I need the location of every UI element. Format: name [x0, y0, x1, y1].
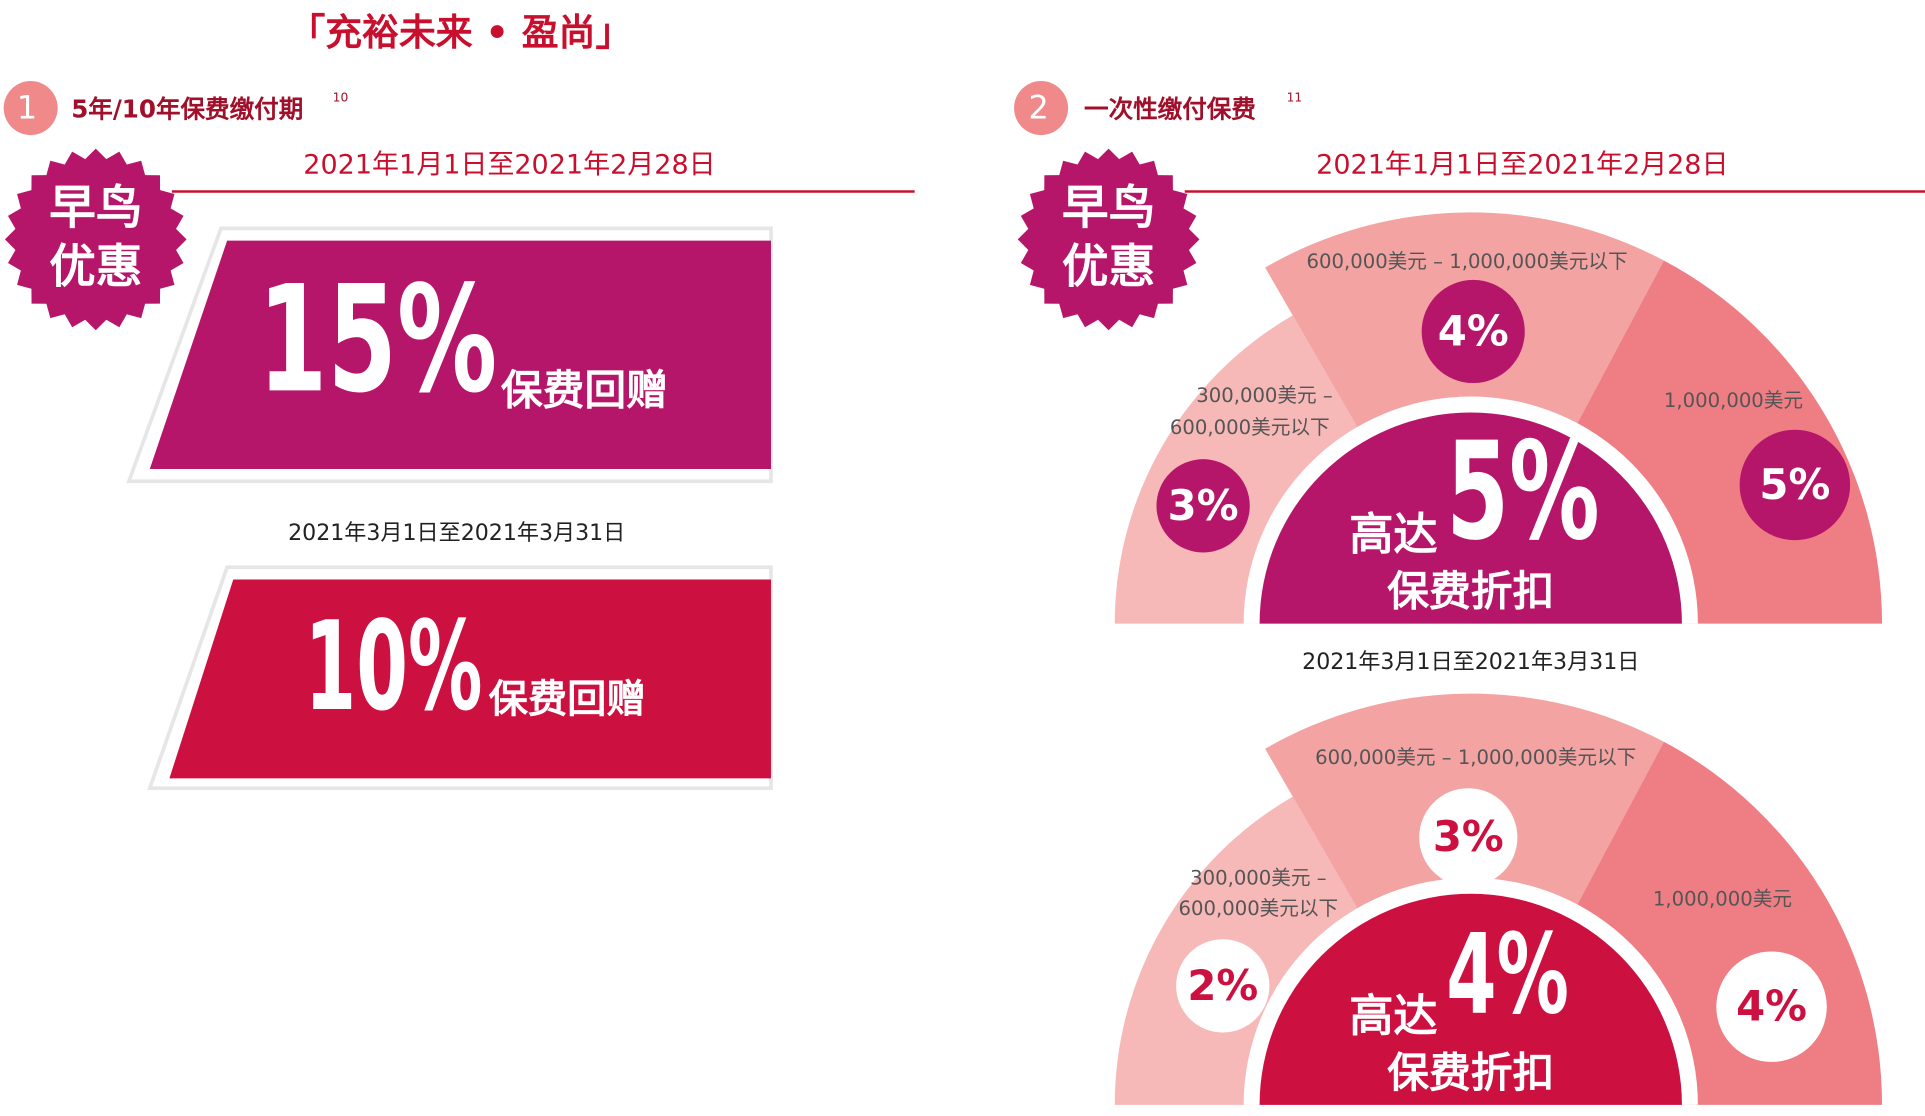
tier-rate: 3%	[1168, 481, 1239, 530]
tier-rate: 4%	[1736, 982, 1807, 1031]
banner	[169, 579, 771, 779]
rate-dot	[1716, 951, 1827, 1062]
badge	[4, 148, 187, 331]
section-number-badge	[3, 81, 58, 136]
section-number: 1	[17, 88, 37, 126]
tier-rate: 4%	[1438, 306, 1509, 355]
fans: 3% 300,000美元 – 600,000美元以下 4% 600,000美元 – 1,…	[1114, 212, 1883, 1105]
tier-label: 300,000美元 –	[1190, 867, 1326, 890]
footnote: 10	[333, 91, 349, 105]
rate-dot	[1421, 279, 1525, 384]
badge	[1017, 148, 1200, 331]
tier-rate: 5%	[1759, 460, 1830, 509]
center-label: 保费折扣	[1387, 1048, 1554, 1097]
rate-dot	[1156, 459, 1250, 553]
section-number: 2	[1028, 88, 1048, 126]
tier-rate: 2%	[1187, 961, 1258, 1010]
tier-label: 1,000,000美元	[1664, 389, 1803, 412]
period: 2021年3月1日至2021年3月31日	[1302, 649, 1639, 675]
tier-rate: 3%	[1433, 812, 1504, 861]
footnote: 11	[1287, 91, 1303, 105]
center	[1259, 412, 1682, 624]
section-title: 5年/10年保费缴付期	[71, 95, 303, 124]
period: 2021年1月1日至2021年2月28日	[1316, 149, 1728, 180]
center-prefix: 高达	[1349, 991, 1437, 1042]
tier-label: 600,000美元 – 1,000,000美元以下	[1315, 746, 1636, 769]
section-number-badge	[1014, 81, 1069, 136]
tier-label: 600,000美元以下	[1170, 416, 1330, 439]
offer-rate: 10%	[304, 595, 482, 738]
banner	[149, 240, 771, 469]
main-title: 「充裕未来 • 盈尚」	[288, 11, 632, 54]
rate-dot	[1739, 429, 1851, 541]
tier-label: 300,000美元 –	[1196, 384, 1332, 407]
center-label: 保费折扣	[1387, 567, 1554, 616]
offer-label: 保费回赠	[489, 678, 646, 723]
section-title: 一次性缴付保费	[1084, 95, 1256, 124]
rate-dot	[1176, 939, 1270, 1033]
badge-text: 早鸟	[1062, 182, 1155, 236]
period: 2021年1月1日至2021年2月28日	[303, 149, 715, 180]
tier-label: 600,000美元 – 1,000,000美元以下	[1307, 250, 1628, 273]
offer-rate: 15%	[258, 253, 497, 425]
rate-dot	[1419, 788, 1518, 887]
tier-label: 600,000美元以下	[1179, 897, 1339, 920]
offer-label: 保费回赠	[501, 365, 668, 414]
badge-text: 优惠	[1062, 241, 1155, 295]
period: 2021年3月1日至2021年3月31日	[288, 520, 625, 546]
center-prefix: 高达	[1349, 510, 1437, 561]
tier-label: 1,000,000美元	[1653, 887, 1792, 910]
center	[1259, 893, 1682, 1105]
center-rate: 5%	[1446, 413, 1599, 570]
center-rate: 4%	[1446, 910, 1569, 1039]
badge-text: 优惠	[49, 241, 142, 295]
badge-text: 早鸟	[49, 182, 142, 236]
